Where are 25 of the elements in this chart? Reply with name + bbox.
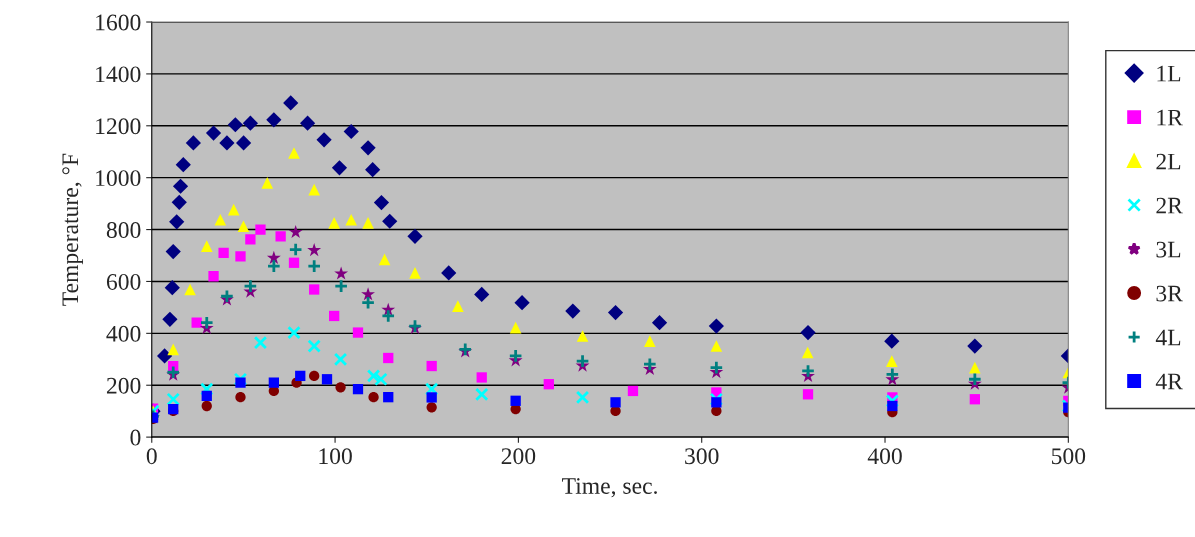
legend-label: 2L	[1156, 153, 1181, 170]
x-tick-label: 0	[146, 448, 157, 465]
y-tick-label: 600	[106, 273, 141, 290]
x-tick-label: 100	[319, 448, 352, 465]
x-tick-label: 500	[1051, 448, 1086, 465]
legend-label: 1L	[1157, 65, 1181, 82]
y-tick-label: 0	[130, 429, 141, 446]
legend-label: 3L	[1156, 241, 1181, 258]
y-axis-title: Temperature, °F	[62, 153, 84, 306]
x-tick-label: 300	[685, 448, 719, 465]
y-tick-label: 1400	[96, 66, 141, 83]
y-tick-label: 200	[106, 377, 141, 394]
x-tick-label: 200	[501, 448, 536, 465]
legend-label: 4L	[1155, 329, 1181, 346]
x-axis-title: Time, sec.	[562, 478, 657, 498]
legend-label: 1R	[1157, 109, 1183, 126]
legend-label: 4R	[1155, 373, 1183, 390]
legend-label: 2R	[1156, 197, 1183, 214]
y-tick-label: 800	[106, 222, 141, 238]
y-tick-label: 1200	[96, 118, 141, 135]
legend-label: 3R	[1156, 285, 1183, 302]
y-tick-label: 1600	[96, 14, 141, 31]
y-tick-label: 400	[106, 325, 141, 342]
x-tick-label: 400	[867, 448, 902, 465]
y-tick-label: 1000	[96, 170, 141, 187]
